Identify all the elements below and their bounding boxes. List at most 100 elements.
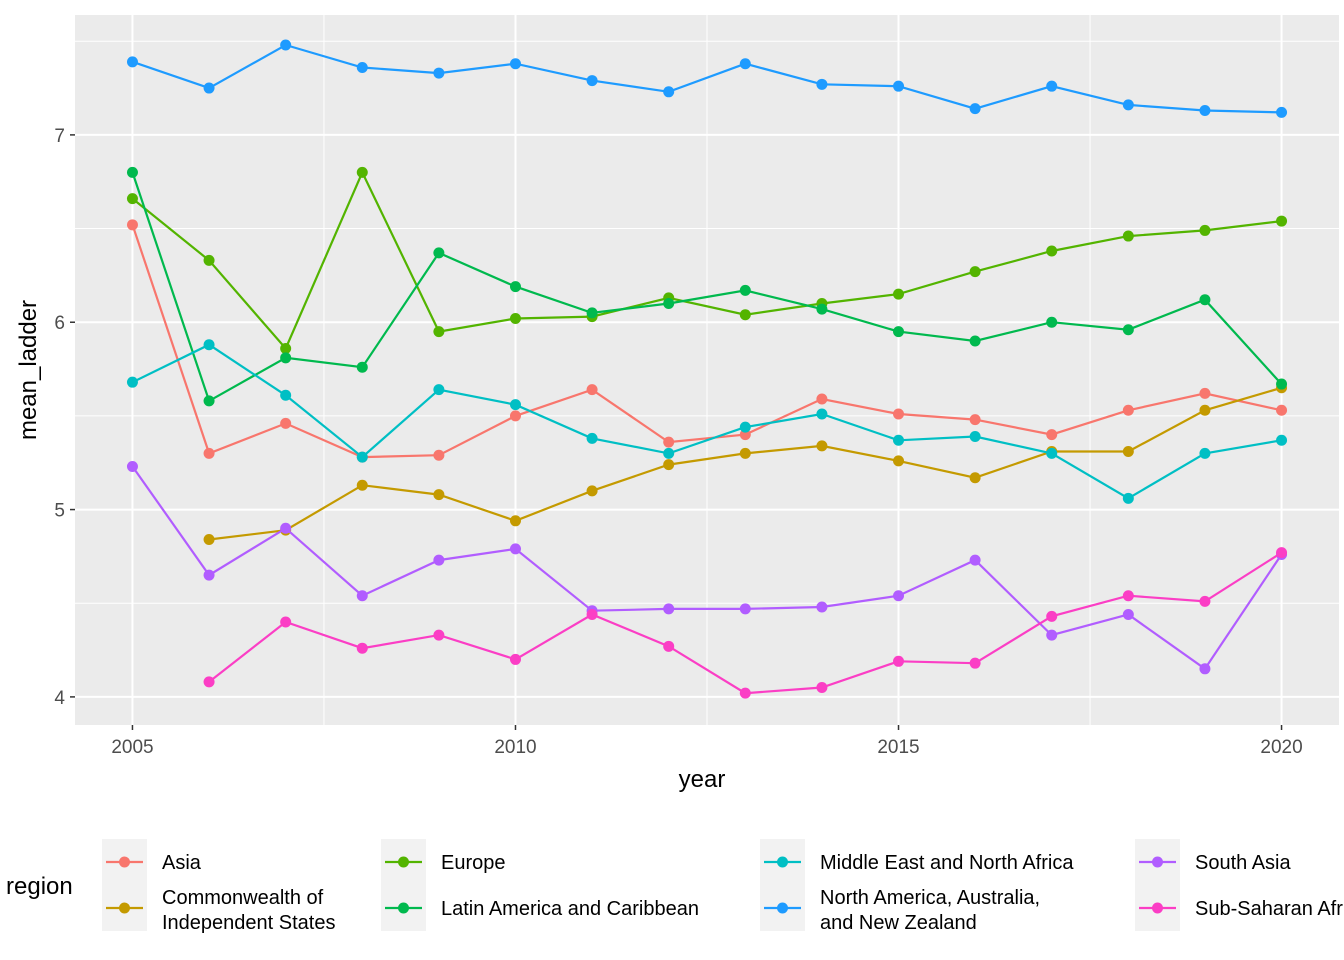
data-point xyxy=(509,515,521,527)
data-point xyxy=(126,376,138,388)
series-sub-saharan-africa xyxy=(203,547,1288,699)
data-point xyxy=(1199,447,1211,459)
series-line xyxy=(131,172,1283,403)
data-point xyxy=(1046,610,1058,622)
data-point xyxy=(280,616,292,628)
data-point xyxy=(893,326,905,338)
data-point xyxy=(1122,492,1134,504)
data-point xyxy=(1046,80,1058,92)
data-point xyxy=(969,335,981,347)
data-point xyxy=(1122,99,1134,111)
series-line xyxy=(131,224,1282,459)
legend-key-point xyxy=(777,902,788,914)
data-point xyxy=(739,447,751,459)
data-point xyxy=(1199,387,1211,399)
data-point xyxy=(969,657,981,669)
legend-key-point xyxy=(777,856,788,868)
legend-item: Sub-Saharan Africa xyxy=(1135,885,1344,931)
data-point xyxy=(1276,547,1288,559)
data-point xyxy=(280,522,292,534)
x-tick-label: 2005 xyxy=(111,737,153,758)
data-point xyxy=(663,436,675,448)
x-tick-label: 2020 xyxy=(1260,737,1302,758)
data-point xyxy=(663,297,675,309)
x-tick-label: 2015 xyxy=(877,737,919,758)
y-tick-label: 7 xyxy=(54,126,65,147)
data-point xyxy=(739,687,751,699)
data-point xyxy=(1199,595,1211,607)
series-line xyxy=(131,169,1282,351)
x-tick-label: 2010 xyxy=(494,737,536,758)
data-point xyxy=(1122,324,1134,336)
legend-label: Sub-Saharan Africa xyxy=(1195,898,1344,920)
data-point xyxy=(893,288,905,300)
series-layer xyxy=(126,39,1288,699)
series-line xyxy=(131,465,1283,671)
data-point xyxy=(126,166,138,178)
data-point xyxy=(356,166,368,178)
data-point xyxy=(203,534,215,546)
x-axis-title: year xyxy=(679,766,726,793)
data-point xyxy=(663,447,675,459)
data-point xyxy=(1276,106,1288,118)
data-point xyxy=(816,408,828,420)
major-gridlines xyxy=(75,15,1339,725)
data-point xyxy=(356,590,368,602)
legend: region Asia Commonwealth of Independent St… xyxy=(6,839,1344,934)
data-point xyxy=(969,414,981,426)
data-point xyxy=(509,399,521,411)
legend-key-point xyxy=(398,856,409,868)
data-point xyxy=(126,460,138,472)
data-point xyxy=(203,82,215,94)
data-point xyxy=(816,78,828,90)
data-point xyxy=(1046,447,1058,459)
series-latin-america-and-caribbean xyxy=(126,166,1288,407)
legend-label: Independent States xyxy=(162,912,335,934)
legend-label: Europe xyxy=(441,852,506,874)
y-axis-title: mean_ladder xyxy=(15,300,42,440)
data-point xyxy=(1046,429,1058,441)
legend-key-point xyxy=(1152,902,1163,914)
data-point xyxy=(433,67,445,79)
data-point xyxy=(509,543,521,555)
data-point xyxy=(816,440,828,452)
data-point xyxy=(969,554,981,566)
data-point xyxy=(969,266,981,278)
data-point xyxy=(203,339,215,351)
series-middle-east-and-north-africa xyxy=(126,339,1288,504)
data-point xyxy=(509,312,521,324)
data-point xyxy=(969,472,981,484)
data-point xyxy=(280,39,292,51)
data-point xyxy=(739,309,751,321)
data-point xyxy=(663,603,675,615)
legend-label: Asia xyxy=(162,852,202,874)
legend-label: Commonwealth of xyxy=(162,887,324,909)
data-point xyxy=(280,352,292,364)
legend-item: Latin America and Caribbean xyxy=(381,885,699,931)
data-point xyxy=(126,56,138,68)
data-point xyxy=(356,479,368,491)
legend-item: Middle East and North Africa xyxy=(760,839,1074,885)
data-point xyxy=(203,447,215,459)
data-point xyxy=(126,219,138,231)
series-south-asia xyxy=(126,460,1288,675)
data-point xyxy=(1122,608,1134,620)
data-point xyxy=(663,459,675,471)
data-point xyxy=(893,590,905,602)
legend-label: North America, Australia, xyxy=(820,887,1040,909)
data-point xyxy=(126,193,138,205)
data-point xyxy=(893,434,905,446)
data-point xyxy=(509,410,521,422)
data-point xyxy=(816,303,828,315)
data-point xyxy=(816,393,828,405)
legend-items: Asia Commonwealth of Independent States Eur… xyxy=(102,839,1344,934)
data-point xyxy=(1046,316,1058,328)
y-tick-label: 4 xyxy=(54,688,65,709)
data-point xyxy=(1122,230,1134,242)
data-point xyxy=(893,455,905,467)
data-point xyxy=(816,601,828,613)
data-point xyxy=(586,608,598,620)
data-point xyxy=(586,485,598,497)
data-point xyxy=(356,451,368,463)
